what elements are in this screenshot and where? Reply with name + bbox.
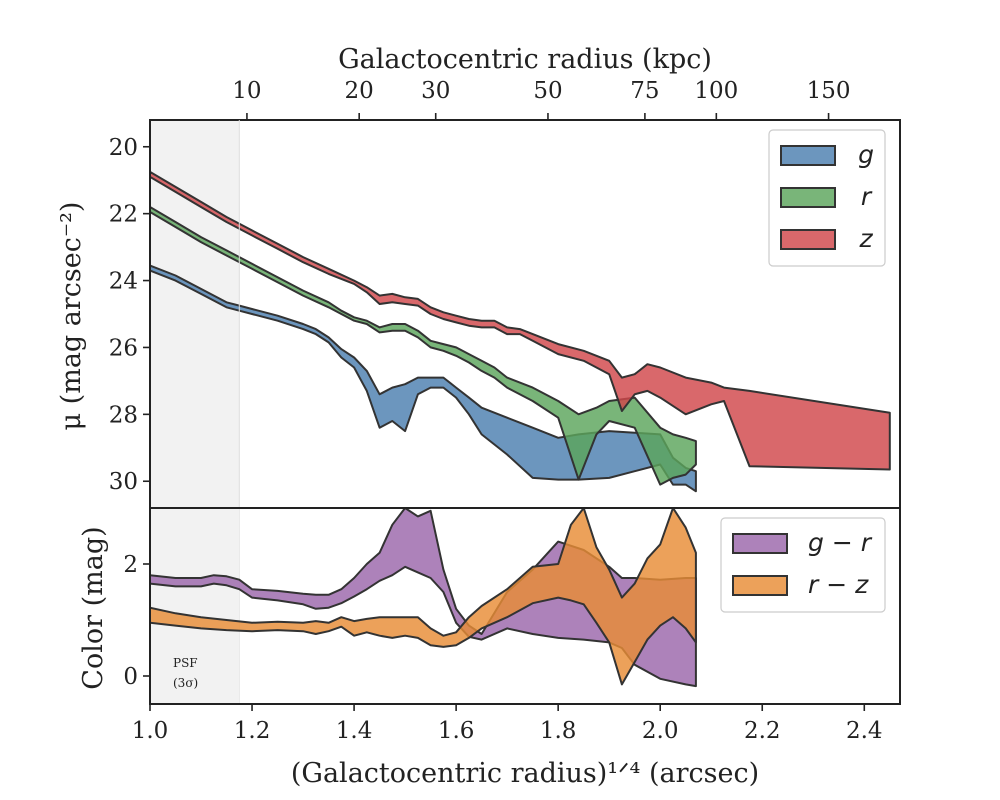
top-tick-label-2: 30 (421, 78, 450, 104)
x-tick-label-0: 1.0 (132, 718, 169, 744)
top-tick-label-6: 150 (807, 78, 851, 104)
surface-brightness-band-1 (150, 206, 697, 486)
color-y-ticks: 02 (123, 552, 150, 690)
color-legend: g − r r − z (720, 517, 886, 613)
x-tick-label-2: 1.4 (336, 718, 373, 744)
color-band-1 (150, 508, 697, 686)
top-tick-label-3: 50 (533, 78, 562, 104)
color-y-axis-label: Color (mag) (78, 526, 109, 689)
surface-brightness-y-tick-label-4: 28 (109, 402, 138, 428)
top-tick-label-1: 20 (345, 78, 374, 104)
color-legend-swatch-0 (732, 533, 788, 554)
surface-brightness-y-tick-label-5: 30 (109, 469, 138, 495)
psf-region-bottom (150, 508, 240, 704)
x-tick-label-4: 1.8 (540, 718, 577, 744)
psf-region-top (150, 120, 240, 508)
x-axis-label: (Galactocentric radius)¹ᐟ⁴ (arcsec) (291, 758, 759, 789)
color-y-tick-label-0: 0 (123, 664, 138, 690)
color-x-ticks: 1.0 1.2 1.4 1.6 1.8 2.0 2.2 2.4 (132, 704, 883, 744)
surface-brightness-y-tick-label-3: 26 (109, 335, 138, 361)
x-tick-label-5: 2.0 (642, 718, 679, 744)
surface-brightness-legend-swatch-2 (780, 229, 836, 250)
surface-brightness-y-axis-label: μ (mag arcsec⁻²) (56, 202, 87, 431)
top-tick-label-5: 100 (694, 78, 738, 104)
color-series (150, 508, 697, 688)
surface-brightness-legend-label-1: r (861, 182, 873, 211)
surface-brightness-legend-label-2: z (858, 224, 873, 253)
x-tick-label-6: 2.2 (744, 718, 781, 744)
surface-brightness-series (150, 170, 891, 493)
psf-sigma-label: (3σ) (173, 676, 198, 690)
surface-brightness-legend-swatch-0 (780, 145, 836, 166)
x-tick-label-7: 2.4 (846, 718, 883, 744)
top-tick-label-4: 75 (630, 78, 659, 104)
surface-brightness-y-ticks: 20 22 24 26 28 30 (109, 135, 150, 495)
surface-brightness-y-tick-label-1: 22 (109, 202, 138, 228)
surface-brightness-y-tick-label-2: 24 (109, 269, 138, 295)
color-y-tick-label-1: 2 (123, 552, 138, 578)
color-plot-frame (149, 507, 901, 705)
surface-brightness-legend-swatch-1 (780, 187, 836, 208)
color-legend-label-0: g − r (808, 528, 873, 557)
top-axis-label: Galactocentric radius (kpc) (338, 44, 712, 75)
color-band-0 (150, 508, 697, 688)
surface-brightness-y-tick-label-0: 20 (109, 135, 138, 161)
surface-brightness-band-2 (150, 170, 891, 471)
color-legend-swatch-1 (732, 575, 788, 596)
color-legend-label-1: r − z (808, 570, 869, 599)
x-tick-label-3: 1.6 (438, 718, 475, 744)
top-tick-label-0: 10 (232, 78, 261, 104)
surface-brightness-legend-label-0: g (858, 140, 874, 169)
psf-label: PSF (173, 656, 198, 670)
color-panel: PSF (3σ) 02 1.0 1.2 1.4 1.6 1.8 2.0 2.2 2.4 (Ga… (78, 507, 901, 789)
surface-brightness-legend: grz (768, 129, 886, 267)
top-x-ticks: 10 20 30 50 75 100 150 (232, 78, 851, 120)
surface-brightness-band-0 (150, 264, 697, 493)
x-tick-label-1: 1.2 (234, 718, 271, 744)
